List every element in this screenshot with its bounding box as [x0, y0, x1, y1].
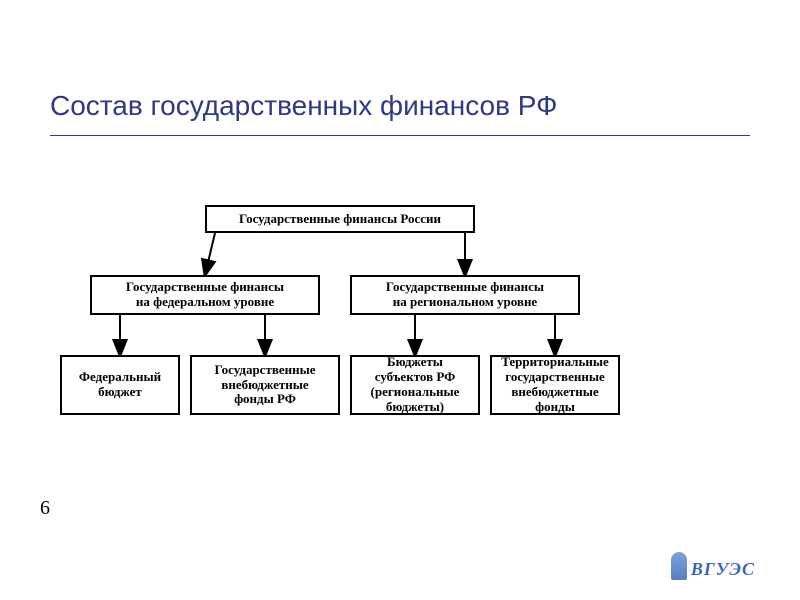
node-fed: Государственные финансына федеральном ур…	[90, 275, 320, 315]
logo-text: ВГУЭС	[691, 559, 755, 580]
page-title: Состав государственных финансов РФ	[50, 90, 557, 122]
edge-root-fed	[205, 233, 215, 275]
node-fedb: Федеральныйбюджет	[60, 355, 180, 415]
logo: ВГУЭС	[671, 552, 755, 580]
node-regb: Бюджетысубъектов РФ(региональныебюджеты)	[350, 355, 480, 415]
node-root: Государственные финансы России	[205, 205, 475, 233]
node-reg: Государственные финансына региональном у…	[350, 275, 580, 315]
title-underline	[50, 135, 750, 136]
slide: Состав государственных финансов РФ Госуд…	[0, 0, 800, 600]
logo-crest-icon	[671, 552, 687, 580]
page-number: 6	[40, 497, 50, 520]
node-regf: Территориальныегосударственныевнебюджетн…	[490, 355, 620, 415]
node-fedf: Государственныевнебюджетныефонды РФ	[190, 355, 340, 415]
org-chart: Государственные финансы России Государств…	[60, 205, 620, 445]
